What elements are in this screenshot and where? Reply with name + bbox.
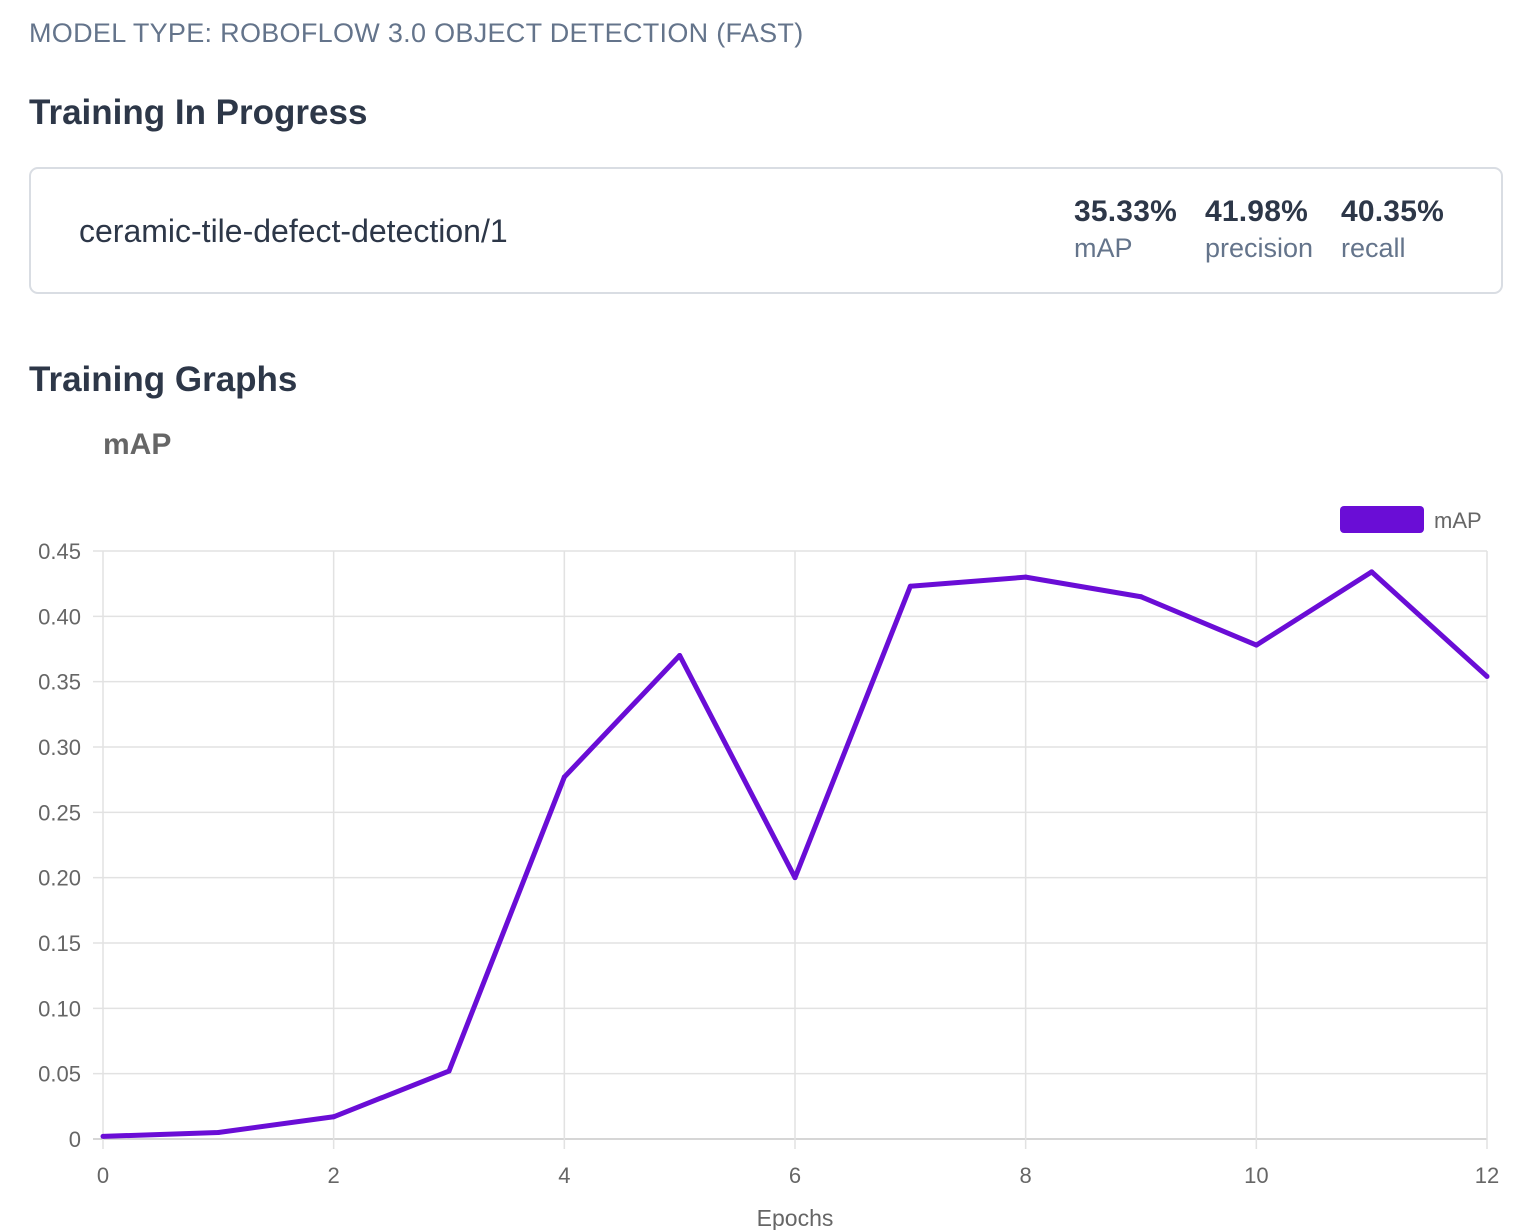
data-point[interactable] bbox=[1253, 642, 1259, 648]
data-point[interactable] bbox=[446, 1068, 452, 1074]
model-summary-card[interactable]: ceramic-tile-defect-detection/1 35.33% m… bbox=[29, 167, 1503, 294]
chart-title: mAP bbox=[103, 428, 172, 461]
data-point[interactable] bbox=[677, 653, 683, 659]
y-tick-label: 0.05 bbox=[38, 1062, 81, 1087]
data-point[interactable] bbox=[792, 875, 798, 881]
x-tick-label: 4 bbox=[558, 1163, 570, 1188]
data-point[interactable] bbox=[1138, 594, 1144, 600]
metric-precision-label: precision bbox=[1205, 233, 1314, 263]
map-line-chart: 0 0.05 0.10 0.15 0.20 0.25 0.30 0.35 0.40 0.45 0 2 4… bbox=[38, 506, 1499, 1230]
metric-map-value: 35.33% bbox=[1074, 195, 1177, 228]
data-point[interactable] bbox=[1369, 569, 1375, 575]
data-point[interactable] bbox=[100, 1133, 106, 1139]
metric-recall-value: 40.35% bbox=[1341, 195, 1444, 228]
x-tick-label: 6 bbox=[789, 1163, 801, 1188]
data-point[interactable] bbox=[1023, 574, 1029, 580]
model-type-label: MODEL TYPE: ROBOFLOW 3.0 OBJECT DETECTIO… bbox=[29, 18, 804, 48]
x-tick-label: 2 bbox=[328, 1163, 340, 1188]
data-point[interactable] bbox=[331, 1114, 337, 1120]
y-tick-label: 0.45 bbox=[38, 539, 81, 564]
x-tick-label: 12 bbox=[1475, 1163, 1499, 1188]
training-graphs-heading: Training Graphs bbox=[29, 360, 298, 399]
chart-series bbox=[100, 569, 1490, 1139]
legend-label[interactable]: mAP bbox=[1434, 508, 1482, 533]
y-tick-label: 0.25 bbox=[38, 800, 81, 825]
chart-legend[interactable]: mAP bbox=[1340, 506, 1482, 533]
x-tick-label: 0 bbox=[97, 1163, 109, 1188]
training-progress-heading: Training In Progress bbox=[29, 93, 368, 132]
chart-tick-labels: 0 0.05 0.10 0.15 0.20 0.25 0.30 0.35 0.40 0.45 0 2 4… bbox=[38, 539, 1499, 1188]
y-tick-label: 0.15 bbox=[38, 931, 81, 956]
data-point[interactable] bbox=[215, 1129, 221, 1135]
metric-precision-value: 41.98% bbox=[1205, 195, 1308, 228]
y-tick-label: 0.35 bbox=[38, 670, 81, 695]
y-tick-label: 0.30 bbox=[38, 735, 81, 760]
metric-map: 35.33% mAP bbox=[1074, 195, 1177, 264]
y-tick-label: 0 bbox=[69, 1127, 81, 1152]
chart-grid bbox=[93, 550, 1488, 1149]
metric-map-label: mAP bbox=[1074, 233, 1133, 263]
x-axis-label: Epochs bbox=[757, 1205, 834, 1230]
legend-swatch[interactable] bbox=[1340, 506, 1424, 533]
metric-recall-label: recall bbox=[1341, 233, 1406, 263]
data-point[interactable] bbox=[561, 774, 567, 780]
metric-precision: 41.98% precision bbox=[1205, 195, 1313, 264]
x-tick-label: 8 bbox=[1020, 1163, 1032, 1188]
data-point[interactable] bbox=[1484, 673, 1490, 679]
y-tick-label: 0.40 bbox=[38, 604, 81, 629]
x-tick-label: 10 bbox=[1244, 1163, 1268, 1188]
y-tick-label: 0.10 bbox=[38, 996, 81, 1021]
y-tick-label: 0.20 bbox=[38, 866, 81, 891]
data-point[interactable] bbox=[907, 583, 913, 589]
model-name: ceramic-tile-defect-detection/1 bbox=[79, 213, 508, 249]
metric-recall: 40.35% recall bbox=[1341, 195, 1444, 264]
